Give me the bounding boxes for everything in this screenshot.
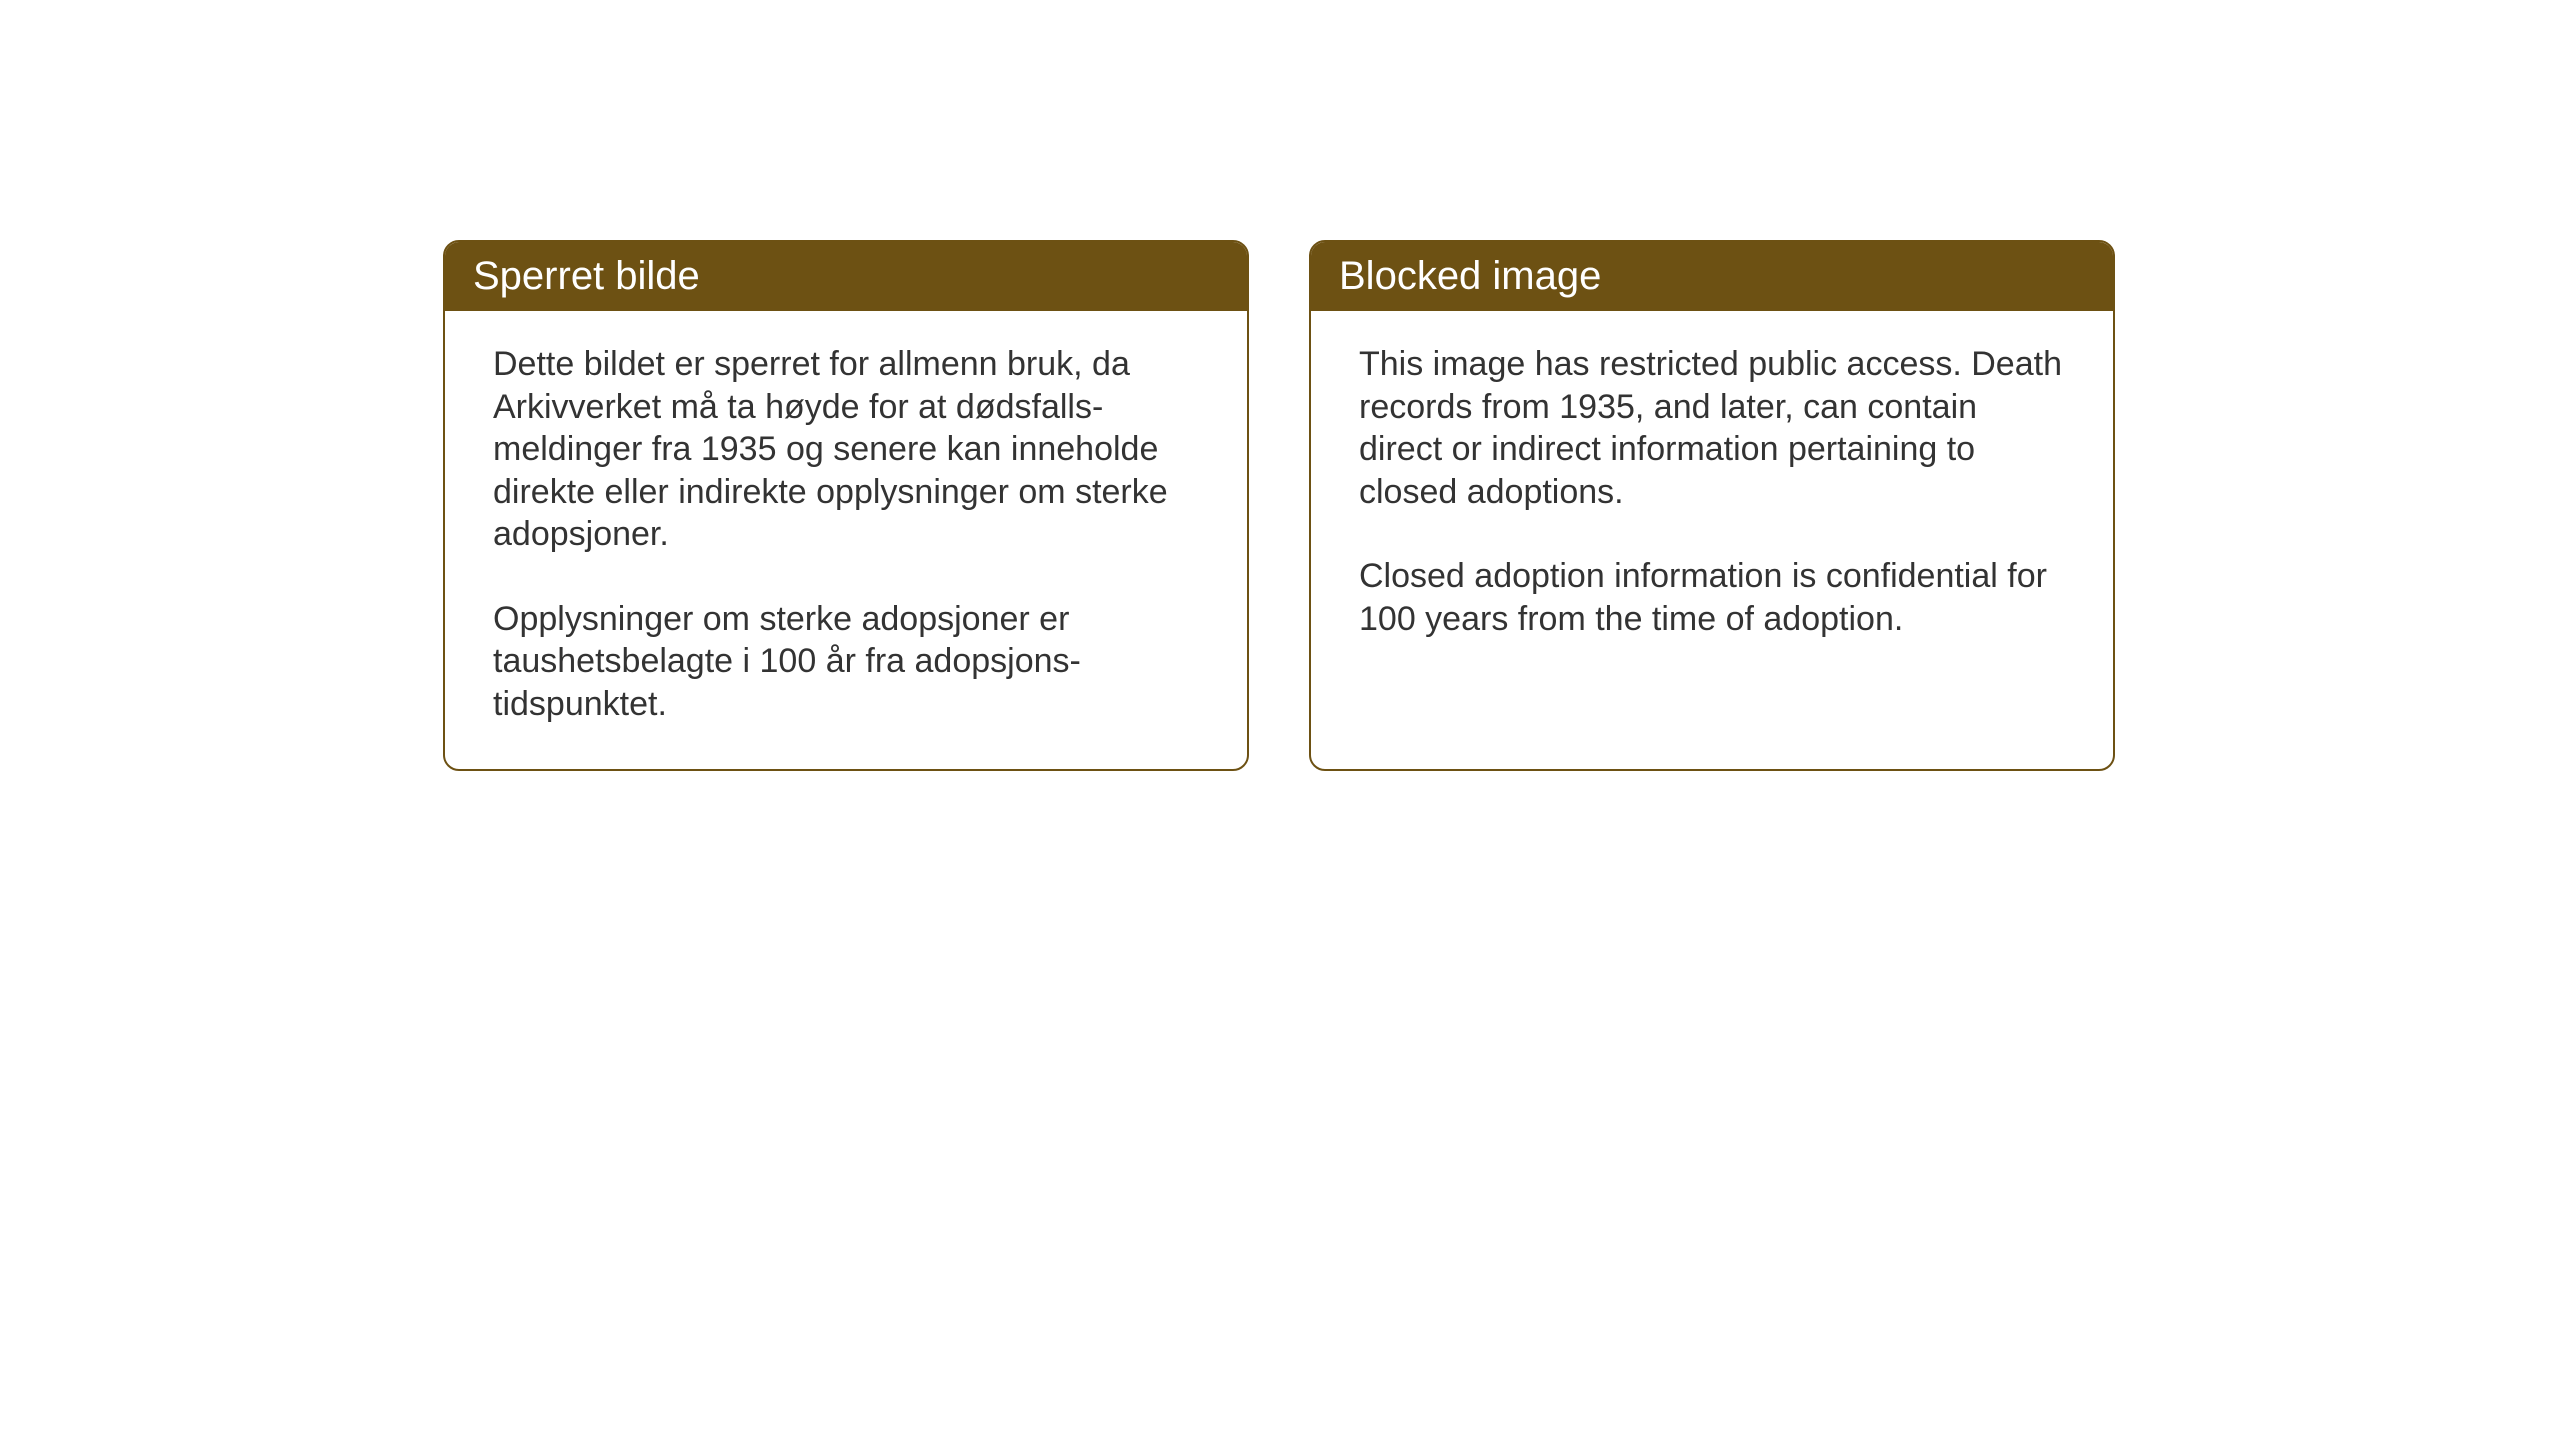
- card-body-norwegian: Dette bildet er sperret for allmenn bruk…: [445, 311, 1247, 769]
- card-paragraph-2: Closed adoption information is confident…: [1359, 555, 2065, 640]
- card-header-norwegian: Sperret bilde: [445, 242, 1247, 311]
- notice-card-english: Blocked image This image has restricted …: [1309, 240, 2115, 771]
- card-header-english: Blocked image: [1311, 242, 2113, 311]
- notice-card-norwegian: Sperret bilde Dette bildet er sperret fo…: [443, 240, 1249, 771]
- notice-cards-container: Sperret bilde Dette bildet er sperret fo…: [443, 240, 2115, 771]
- card-paragraph-2: Opplysninger om sterke adopsjoner er tau…: [493, 598, 1199, 726]
- card-paragraph-1: This image has restricted public access.…: [1359, 343, 2065, 513]
- card-paragraph-1: Dette bildet er sperret for allmenn bruk…: [493, 343, 1199, 556]
- card-title: Sperret bilde: [473, 254, 700, 298]
- card-title: Blocked image: [1339, 254, 1601, 298]
- card-body-english: This image has restricted public access.…: [1311, 311, 2113, 684]
